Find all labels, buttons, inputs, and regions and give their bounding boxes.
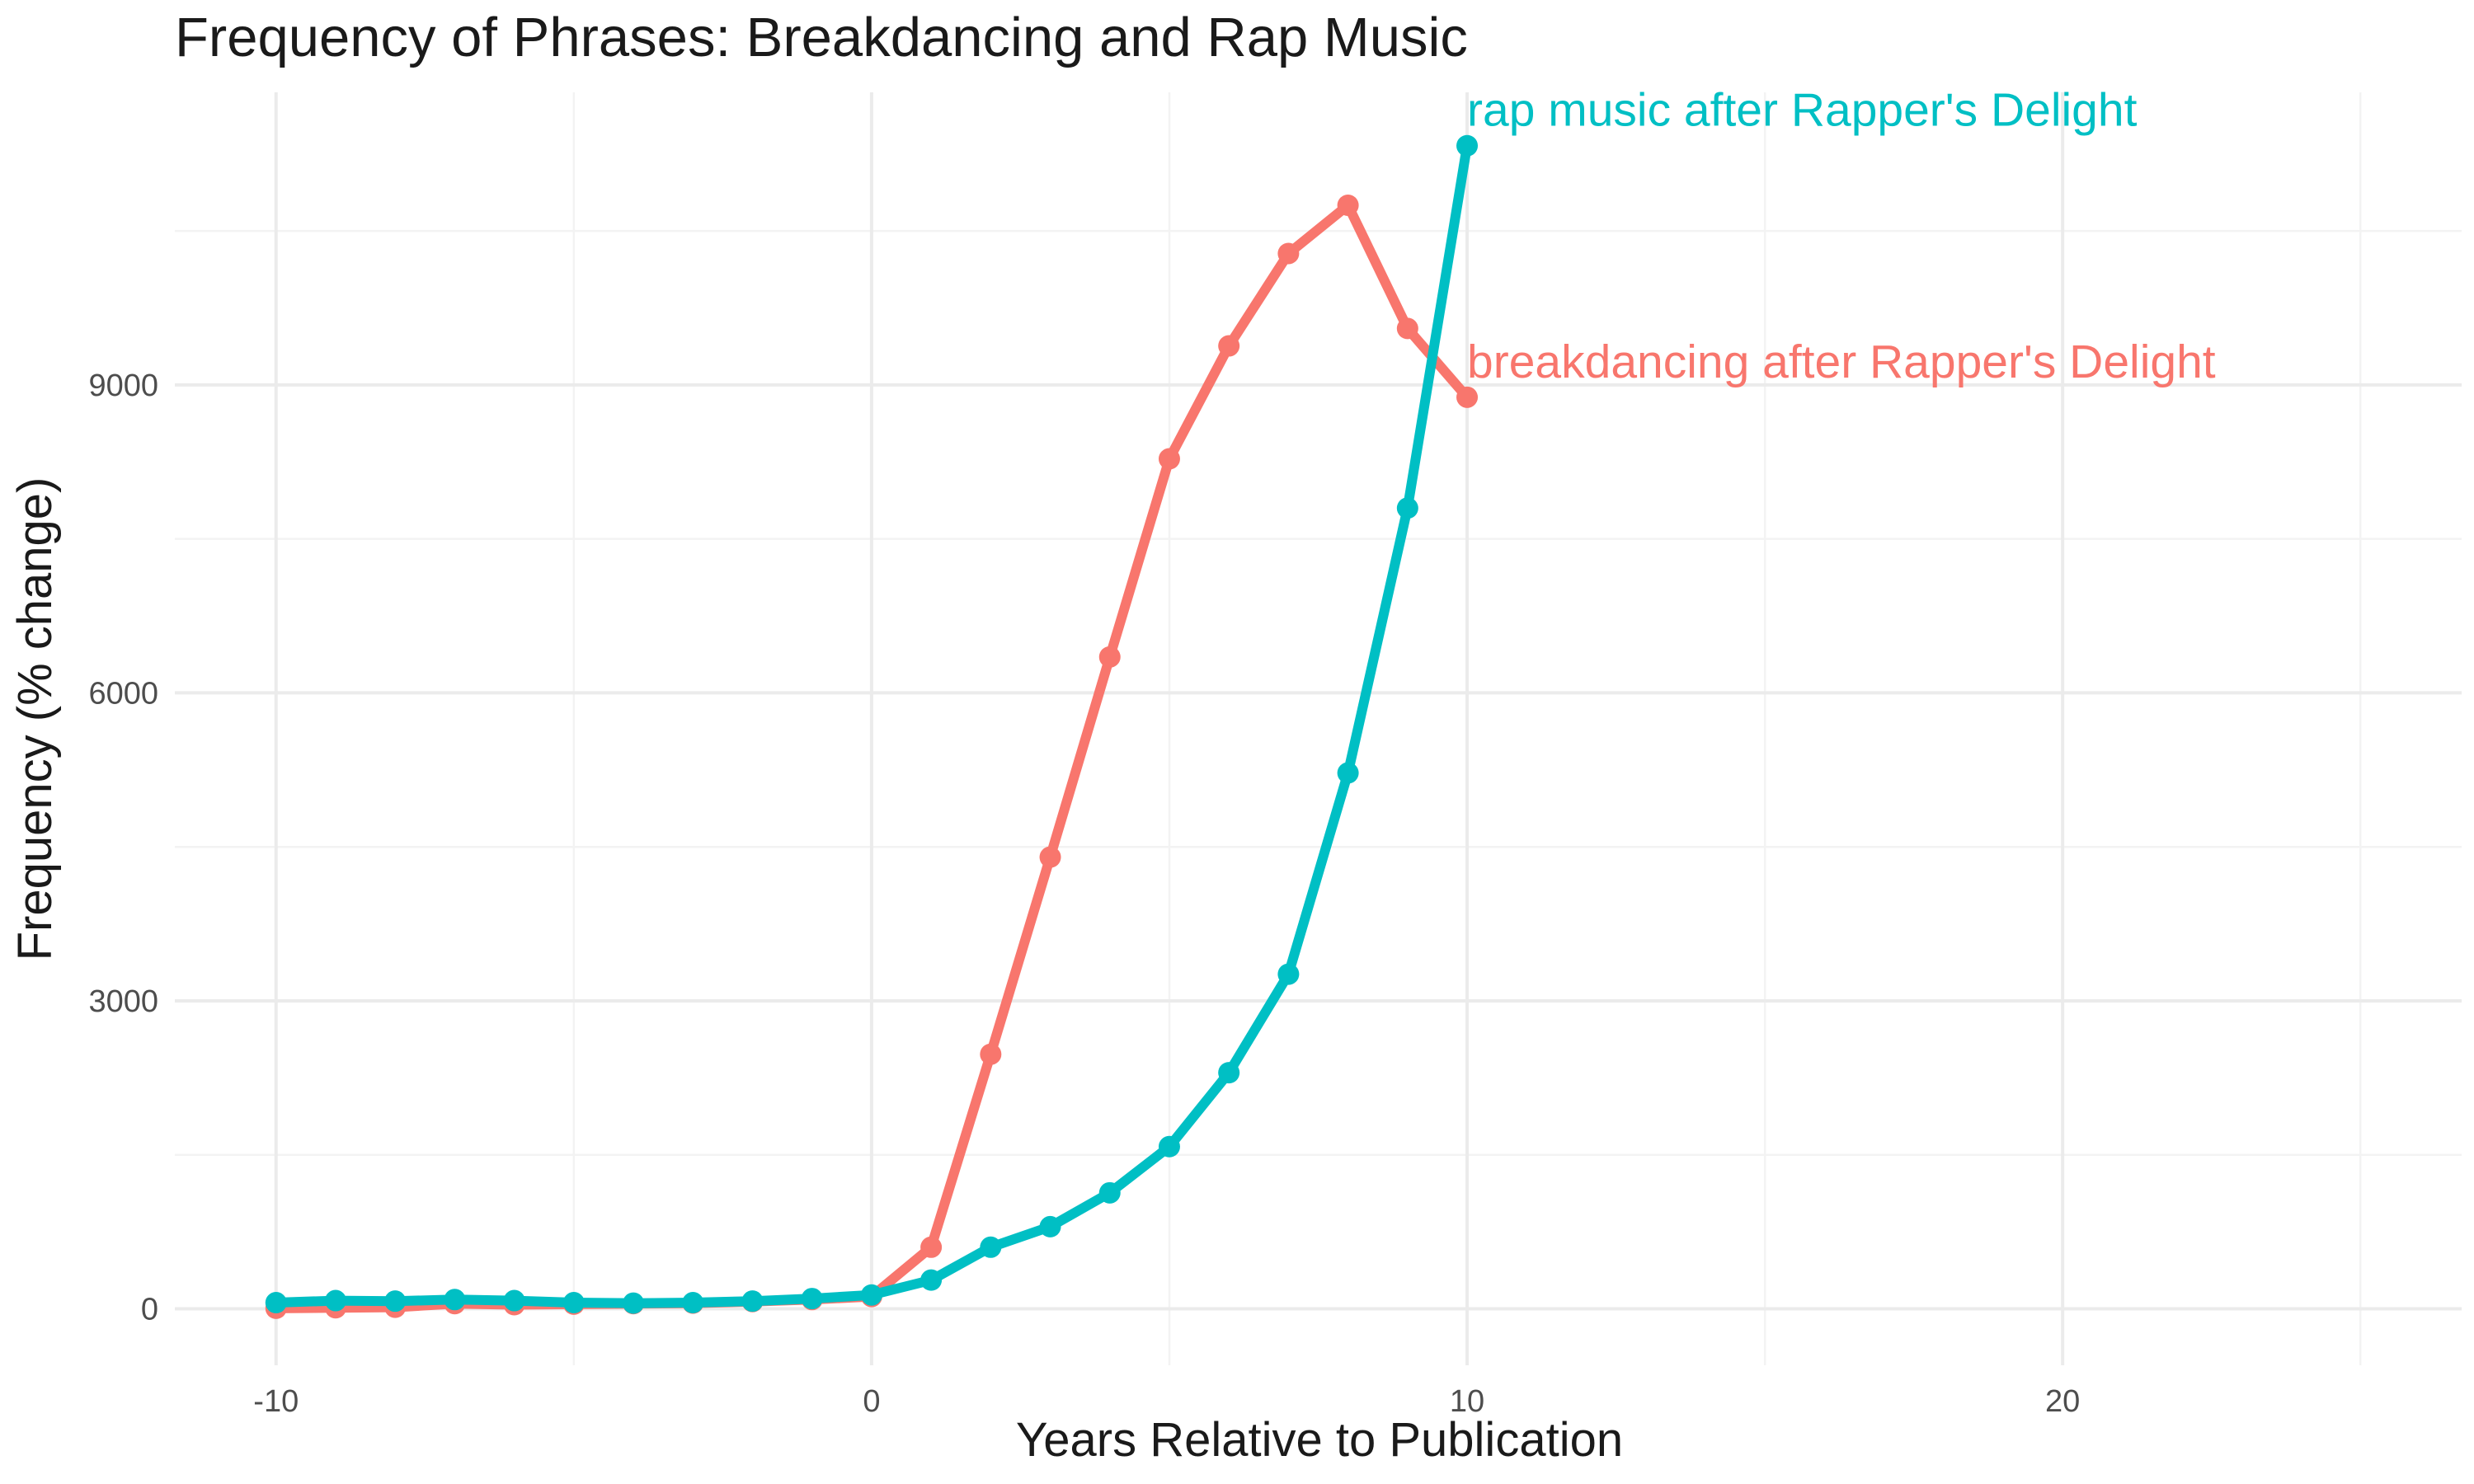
rap-music-data-point	[1337, 762, 1359, 784]
breakdancing-data-point	[920, 1236, 943, 1258]
rap-music-data-point	[1218, 1062, 1240, 1084]
breakdancing-data-point	[1158, 448, 1180, 470]
x-tick-label: 10	[1450, 1384, 1484, 1419]
breakdancing-data-point	[1098, 646, 1121, 668]
rap-music-data-point	[444, 1289, 466, 1311]
rap-music-data-point	[1098, 1181, 1121, 1204]
rap-music-data-point	[801, 1288, 823, 1310]
series-layer: breakdancing after Rapper's Delight rap m…	[265, 84, 2216, 1319]
rap-music-data-point	[1039, 1215, 1061, 1237]
rap-music-data-point	[980, 1236, 1002, 1258]
breakdancing-series-label: breakdancing after Rapper's Delight	[1467, 336, 2216, 388]
rap-music-data-point	[1158, 1135, 1180, 1158]
y-axis-title: Frequency (% change)	[8, 477, 62, 961]
rap-music-data-point	[741, 1290, 764, 1313]
chart-title: Frequency of Phrases: Breakdancing and R…	[175, 7, 1468, 68]
rap-music-data-point	[623, 1292, 645, 1314]
rap-music-data-point	[384, 1290, 407, 1313]
x-tick-label: 20	[2045, 1384, 2080, 1419]
y-tick-label: 6000	[88, 676, 158, 711]
axes: 0 3000 6000 9000 -10 0 10 20	[88, 369, 2080, 1419]
rap-music-data-point	[860, 1284, 882, 1306]
rap-music-data-point	[1456, 134, 1479, 157]
rap-music-data-point	[1277, 963, 1300, 985]
x-tick-label: -10	[253, 1384, 299, 1419]
rap-music-data-point	[1396, 497, 1418, 519]
breakdancing-data-point	[1218, 335, 1240, 357]
rap-music-data-point	[324, 1289, 346, 1312]
y-tick-label: 3000	[88, 984, 158, 1019]
rap-music-series-label: rap music after Rapper's Delight	[1467, 84, 2138, 137]
y-tick-label: 0	[141, 1293, 158, 1327]
breakdancing-data-point	[1337, 194, 1359, 216]
rap-music-data-point	[503, 1289, 525, 1312]
rap-music-data-point	[920, 1269, 943, 1291]
rap-music-data-point	[682, 1292, 704, 1314]
rap-music-data-point	[562, 1292, 585, 1314]
y-tick-label: 9000	[88, 369, 158, 403]
grid	[175, 92, 2462, 1365]
breakdancing-data-point	[1277, 242, 1300, 265]
breakdancing-data-point	[1456, 386, 1479, 408]
x-tick-label: 0	[863, 1384, 880, 1419]
x-axis-title: Years Relative to Publication	[1016, 1413, 1623, 1467]
breakdancing-data-point	[1039, 846, 1061, 868]
rap-music-data-point	[265, 1292, 287, 1314]
breakdancing-data-point	[980, 1043, 1002, 1065]
breakdancing-data-point	[1396, 317, 1418, 340]
